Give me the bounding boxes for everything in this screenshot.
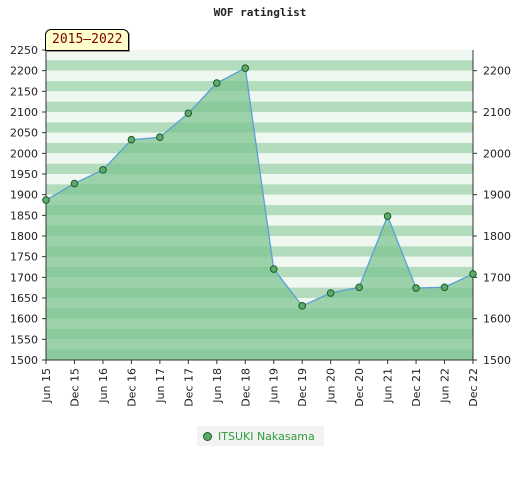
series-area	[46, 68, 473, 360]
y-tick-label-right: 2200	[483, 65, 511, 78]
y-tick-label-left: 2150	[10, 85, 38, 98]
data-point	[99, 166, 107, 174]
y-tick-label-left: 1950	[10, 168, 38, 181]
y-tick-label-left: 1650	[10, 292, 38, 305]
x-tick-label: Dec 15	[68, 368, 81, 407]
y-tick-label-right: 1600	[483, 313, 511, 326]
legend-marker-icon	[203, 431, 212, 441]
x-tick-label: Dec 20	[353, 368, 366, 407]
x-tick-label: Dec 19	[296, 368, 309, 407]
y-tick-label-left: 2250	[10, 44, 38, 57]
legend-label: ITSUKI Nakasama	[218, 429, 315, 443]
y-tick-label-left: 2100	[10, 106, 38, 119]
y-tick-label-right: 1800	[483, 230, 511, 243]
y-tick-label-left: 2000	[10, 147, 38, 160]
y-tick-label-right: 2000	[483, 147, 511, 160]
y-tick-label-right: 1700	[483, 271, 511, 284]
x-tick-label: Jun 18	[211, 368, 224, 404]
data-point	[70, 179, 79, 188]
data-point	[326, 289, 335, 297]
grid-band	[46, 50, 473, 61]
data-point	[127, 135, 136, 144]
data-point	[298, 302, 307, 310]
grid-band	[46, 143, 473, 154]
data-point	[241, 64, 250, 72]
y-tick-label-right: 1500	[483, 354, 511, 367]
grid-band	[46, 60, 473, 71]
x-tick-label: Dec 17	[182, 368, 195, 407]
y-tick-label-left: 1850	[10, 209, 38, 222]
y-tick-label-left: 1700	[10, 271, 38, 284]
data-point	[440, 283, 449, 292]
grid-band	[46, 81, 473, 92]
series-line	[45, 67, 474, 307]
grid-band	[46, 70, 473, 81]
data-point	[412, 284, 420, 292]
data-point	[184, 109, 193, 118]
grid-band	[46, 91, 473, 102]
grid-band	[46, 132, 473, 143]
data-point	[42, 196, 50, 204]
y-tick-label-left: 1600	[10, 313, 38, 326]
grid-band	[46, 101, 473, 112]
x-tick-label: Dec 21	[410, 368, 423, 407]
x-tick-label: Jun 17	[154, 368, 167, 404]
data-point	[269, 265, 278, 273]
legend[interactable]: ITSUKI Nakasama	[197, 426, 324, 446]
date-range-badge: 2015–2022	[45, 29, 130, 51]
x-tick-label: Jun 21	[382, 368, 395, 404]
y-tick-label-left: 1500	[10, 354, 38, 367]
y-tick-label-right: 1900	[483, 189, 511, 202]
x-tick-label: Jun 22	[439, 368, 452, 404]
grid-band	[46, 112, 473, 123]
data-point	[355, 283, 363, 292]
x-tick-label: Jun 19	[268, 368, 281, 404]
y-tick-label-right: 2100	[483, 106, 511, 119]
x-tick-label: Jun 15	[40, 368, 53, 404]
data-point	[156, 133, 164, 142]
y-tick-label-left: 1750	[10, 251, 38, 264]
y-tick-label-left: 1550	[10, 333, 38, 346]
x-tick-label: Jun 20	[325, 368, 338, 404]
y-tick-label-left: 1800	[10, 230, 38, 243]
data-point	[469, 270, 477, 278]
x-tick-label: Dec 16	[125, 368, 138, 407]
x-tick-label: Dec 18	[239, 368, 252, 407]
grid-band	[46, 122, 473, 133]
y-tick-label-left: 2200	[10, 65, 38, 78]
y-tick-label-left: 2050	[10, 127, 38, 140]
x-tick-label: Jun 16	[97, 368, 110, 404]
x-tick-label: Dec 22	[467, 368, 480, 407]
data-point	[383, 212, 392, 220]
chart-title: WOF ratinglist	[213, 6, 307, 19]
data-point	[213, 79, 221, 87]
y-tick-label-left: 1900	[10, 189, 38, 202]
grid-band	[46, 153, 473, 164]
